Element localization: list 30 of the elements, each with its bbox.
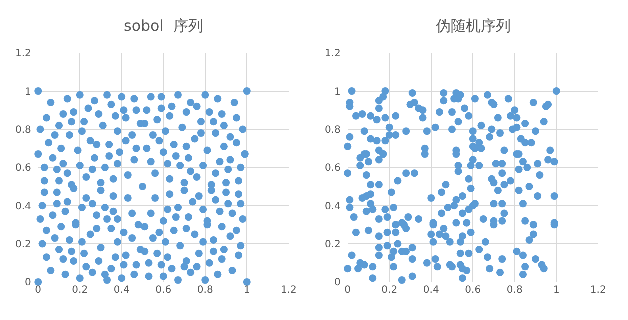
x-tick-label: 0.2 [72, 285, 88, 296]
x-tick-label: 1 [553, 285, 560, 296]
y-tick-label: 0.2 [15, 240, 32, 251]
y-tick-label: 0 [24, 278, 32, 289]
y-tick-label: 0.2 [324, 240, 341, 251]
chart-title: 伪随机序列 [436, 17, 511, 35]
y-tick-label: 0.6 [324, 163, 341, 174]
x-tick-label: 0.6 [465, 285, 482, 296]
y-tick-label: 1 [24, 86, 32, 98]
x-tick-label: 0.4 [423, 285, 440, 296]
chart-title: sobol 序列 [124, 17, 204, 35]
x-tick-label: 0 [35, 285, 42, 296]
x-tick-label: 0.8 [506, 285, 523, 296]
x-tick-label: 0.4 [114, 285, 130, 296]
x-tick-label: 0.6 [156, 285, 172, 296]
x-tick-label: 0.2 [382, 285, 398, 296]
y-tick-label: 0.4 [15, 201, 32, 212]
x-tick-label: 1 [244, 285, 250, 296]
x-tick-label: 1.2 [590, 285, 606, 296]
y-tick-label: 1.2 [324, 48, 341, 60]
y-tick-label: 0.4 [324, 201, 341, 212]
y-tick-label: 0.6 [15, 163, 32, 174]
y-tick-label: 1.2 [15, 48, 32, 60]
y-tick-label: 1 [334, 86, 341, 98]
x-tick-label: 0.8 [197, 285, 214, 296]
y-tick-label: 0.8 [15, 124, 32, 136]
y-tick-label: 0 [334, 278, 341, 289]
y-tick-label: 0.8 [324, 124, 341, 136]
x-tick-label: 0 [344, 285, 352, 296]
x-tick-label: 1.2 [280, 285, 297, 296]
